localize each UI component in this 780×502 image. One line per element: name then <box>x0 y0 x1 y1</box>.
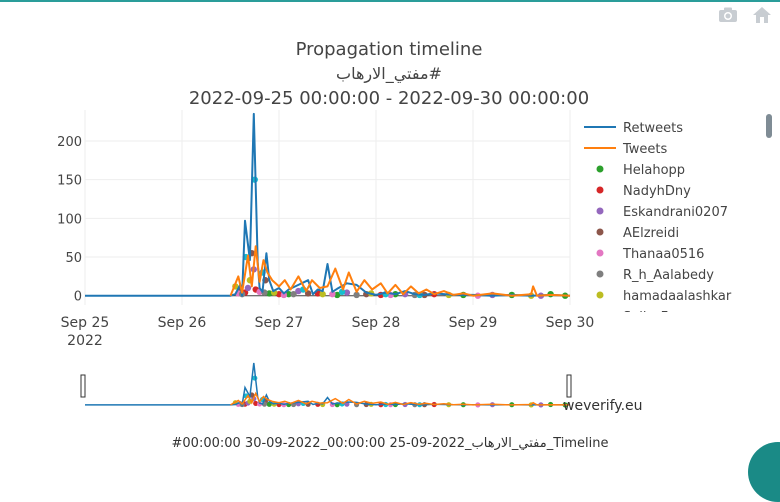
legend-item-label: Eskandrani0207 <box>623 205 728 220</box>
legend-item-label: Sally_Fo... <box>623 310 688 325</box>
marker-point <box>343 289 351 296</box>
chart-date-range: 2022-09-25 00:00:00 - 2022-09-30 00:00:0… <box>189 88 589 109</box>
marker-point <box>285 290 292 298</box>
legend-swatch-marker <box>596 270 604 278</box>
legend-item-label: hamadaalashkar <box>623 289 732 304</box>
range-slider-preview <box>85 362 571 408</box>
y-tick-label: 100 <box>57 212 82 227</box>
y-tick-label: 150 <box>57 174 82 189</box>
mini-marker-point <box>257 401 263 407</box>
legend-item-label: Thanaa0516 <box>622 247 704 262</box>
grid <box>84 110 571 305</box>
marker-point <box>275 290 283 298</box>
legend-swatch-marker <box>597 313 604 320</box>
series-layer <box>85 112 571 299</box>
marker-point <box>334 291 341 299</box>
marker-point <box>319 290 326 298</box>
x-tick-label: Sep 28 <box>352 315 401 331</box>
legend-item-label: Helahopp <box>623 163 685 178</box>
legend-items: Retweets Tweets Helahopp NadyhDny Eskandrani… <box>584 121 732 325</box>
range-slider[interactable] <box>80 362 572 408</box>
x-tick-label: Sep 30 <box>546 315 595 331</box>
mini-series-line <box>85 362 571 407</box>
y-tick-label: 0 <box>74 290 82 305</box>
x-tick-label: Sep 29 <box>449 315 498 331</box>
chart-subtitle: مفتي_الارهاب# <box>336 64 442 84</box>
x-tick-label: Sep 26 <box>158 315 207 331</box>
marker-point <box>329 290 336 298</box>
legend-swatch-marker <box>596 186 604 194</box>
range-slider-handle-right[interactable] <box>566 374 572 398</box>
legend-swatch-marker <box>596 291 604 299</box>
legend-swatch-marker <box>596 228 604 236</box>
x-tick-label: Sep 27 <box>255 315 304 331</box>
x-tick-label: 2022 <box>67 333 103 349</box>
camera-icon[interactable] <box>718 6 738 24</box>
legend-item-label: R_h_Aalabedy <box>623 268 714 283</box>
legend-swatch-marker <box>596 207 604 215</box>
range-slider-handle-left[interactable] <box>80 374 86 398</box>
legend-item-label: Retweets <box>623 121 683 136</box>
legend-scrollbar[interactable] <box>766 114 772 138</box>
modebar <box>718 6 772 24</box>
legend-item-label: AElzreidi <box>623 226 679 241</box>
marker-point <box>244 284 252 292</box>
watermark: weverify.eu <box>563 398 643 414</box>
chart-title: Propagation timeline <box>296 39 483 60</box>
x-axis-ticks: Sep 25 2022 Sep 26 Sep 27 Sep 28 Sep 29 Sep 30 <box>61 315 595 349</box>
marker-point <box>290 290 297 298</box>
y-tick-label: 200 <box>57 135 82 150</box>
legend-item-label: NadyhDny <box>623 184 691 199</box>
legend[interactable]: Retweets Tweets Helahopp NadyhDny Eskandrani… <box>584 121 732 325</box>
legend-item-label: Tweets <box>622 142 668 157</box>
marker-point <box>295 287 302 295</box>
y-axis-ticks: 0 50 100 150 200 <box>57 135 82 305</box>
top-accent-bar <box>0 0 780 2</box>
y-tick-label: 50 <box>65 251 82 266</box>
legend-swatch-marker <box>596 249 604 257</box>
timeline-caption: #00:00:00 30-09-2022_00:00:00 25-09-2022… <box>171 436 609 451</box>
x-tick-label: Sep 25 <box>61 315 110 331</box>
home-icon[interactable] <box>752 6 772 24</box>
mini-marker-point <box>253 400 259 407</box>
marker-point <box>353 291 360 299</box>
series-line <box>229 245 571 297</box>
mini-series-line <box>230 391 571 406</box>
legend-swatch-marker <box>596 165 604 173</box>
marker-point <box>266 290 273 297</box>
